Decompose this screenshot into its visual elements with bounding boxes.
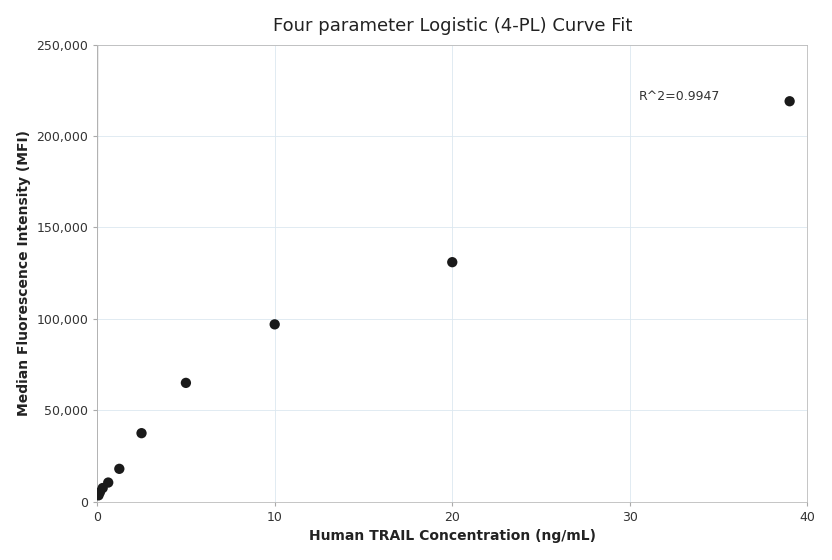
X-axis label: Human TRAIL Concentration (ng/mL): Human TRAIL Concentration (ng/mL) xyxy=(309,529,596,543)
Point xyxy=(179,379,192,388)
Title: Four parameter Logistic (4-PL) Curve Fit: Four parameter Logistic (4-PL) Curve Fit xyxy=(273,17,632,35)
Point xyxy=(102,478,115,487)
Point xyxy=(112,464,126,473)
Point xyxy=(783,97,796,106)
Y-axis label: Median Fluorescence Intensity (MFI): Median Fluorescence Intensity (MFI) xyxy=(17,130,31,416)
Point xyxy=(268,320,281,329)
Point xyxy=(93,488,106,497)
Point xyxy=(92,491,105,500)
Point xyxy=(446,258,459,267)
Text: R^2=0.9947: R^2=0.9947 xyxy=(639,90,720,103)
Point xyxy=(96,483,109,492)
Point xyxy=(135,429,148,438)
